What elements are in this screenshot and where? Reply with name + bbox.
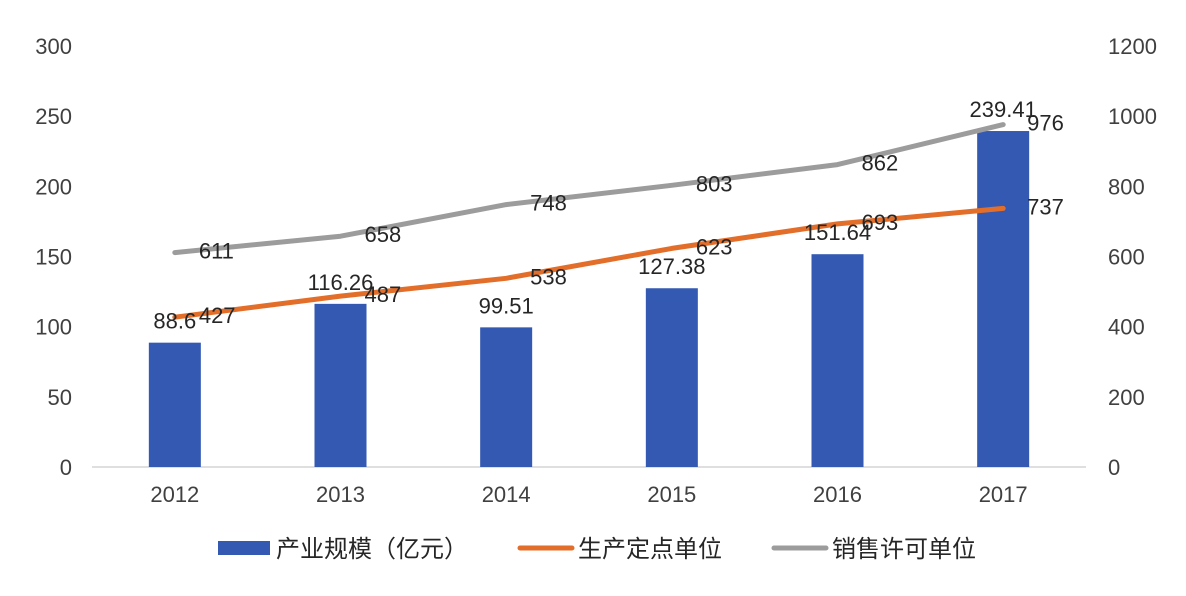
line-data-label: 803	[696, 171, 733, 196]
bar	[314, 303, 367, 467]
bar-data-label: 116.26	[308, 270, 374, 295]
y-left-tick-label: 50	[48, 385, 72, 410]
bar-data-label: 88.6	[153, 309, 196, 334]
bar	[977, 131, 1030, 468]
x-tick-label: 2016	[813, 482, 862, 507]
bar	[645, 288, 698, 467]
y-right-tick-label: 400	[1108, 315, 1145, 340]
y-right-tick-label: 1200	[1108, 34, 1157, 59]
x-tick-label: 2012	[150, 482, 199, 507]
y-left-tick-label: 150	[35, 245, 72, 270]
line-data-label: 693	[862, 210, 899, 235]
legend-label: 生产定点单位	[578, 535, 722, 563]
y-left-tick-label: 200	[35, 174, 72, 199]
x-tick-label: 2014	[482, 482, 531, 507]
y-right-tick-label: 600	[1108, 245, 1145, 270]
y-right-tick-label: 1000	[1108, 104, 1157, 129]
line-data-label: 748	[530, 191, 567, 216]
line-data-label: 611	[199, 239, 234, 264]
line-data-label: 658	[365, 222, 402, 247]
bar-data-label: 151.64	[804, 220, 871, 245]
legend-label: 产业规模（亿元）	[276, 535, 468, 563]
y-left-tick-label: 0	[60, 455, 72, 480]
bar-data-label: 239.41	[970, 97, 1037, 122]
x-tick-label: 2015	[647, 482, 696, 507]
bar	[480, 327, 533, 467]
bar-data-label: 99.51	[479, 293, 534, 318]
legend-swatch-bar	[218, 541, 270, 555]
x-tick-label: 2013	[316, 482, 365, 507]
line-data-label: 737	[1027, 194, 1064, 219]
y-left-tick-label: 300	[35, 34, 72, 59]
y-right-tick-label: 200	[1108, 385, 1145, 410]
series-line	[172, 122, 1006, 256]
line-data-label: 427	[199, 303, 236, 328]
legend-label: 销售许可单位	[832, 535, 976, 563]
bar-data-label: 127.38	[638, 254, 705, 279]
line-data-label: 487	[365, 282, 402, 307]
y-left-tick-label: 100	[35, 315, 72, 340]
bar	[811, 254, 864, 467]
line-data-label: 623	[696, 234, 733, 259]
line-data-label: 976	[1027, 111, 1064, 136]
y-left-tick-label: 250	[35, 104, 72, 129]
line-data-label: 538	[530, 264, 567, 289]
x-tick-label: 2017	[979, 482, 1028, 507]
line-data-label: 862	[862, 151, 899, 176]
bar	[148, 342, 201, 467]
y-right-tick-label: 800	[1108, 174, 1145, 199]
series-line	[172, 205, 1006, 320]
y-right-tick-label: 0	[1108, 455, 1120, 480]
